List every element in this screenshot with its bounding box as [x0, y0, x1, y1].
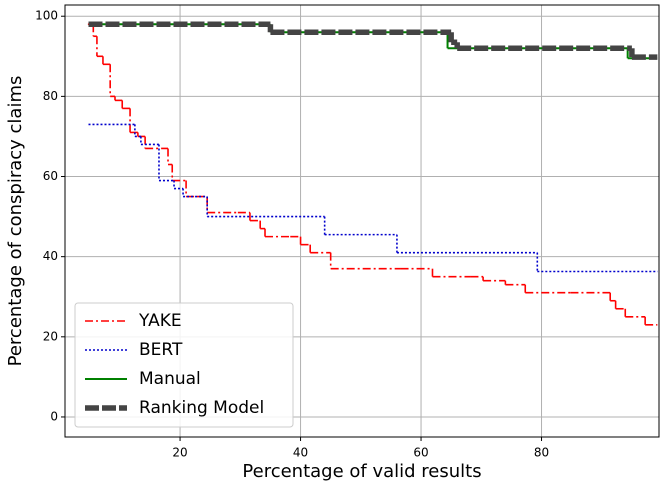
x-tick-label: 80 — [534, 446, 549, 460]
x-tick-label: 20 — [172, 446, 187, 460]
legend-label: Ranking Model — [139, 398, 264, 418]
legend-label: Manual — [139, 369, 201, 389]
y-tick-label: 40 — [43, 249, 58, 263]
series — [88, 23, 658, 60]
x-tick-label: 40 — [293, 446, 308, 460]
series — [88, 123, 658, 273]
y-tick-label: 80 — [43, 89, 58, 103]
legend-label: BERT — [139, 340, 183, 360]
y-tick-label: 100 — [35, 9, 58, 23]
plot-frame — [64, 4, 660, 438]
y-tick-label: 20 — [43, 329, 58, 343]
series — [88, 21, 658, 60]
y-tick-label: 0 — [50, 409, 58, 423]
x-axis-label: Percentage of valid results — [242, 461, 481, 482]
x-tick-label: 60 — [413, 446, 428, 460]
y-axis-label: Percentage of conspiracy claims — [5, 76, 26, 367]
legend-label: YAKE — [138, 311, 182, 331]
legend-box — [74, 302, 294, 428]
series — [87, 23, 658, 326]
plot-lines — [87, 21, 658, 326]
y-tick-label: 60 — [43, 169, 58, 183]
